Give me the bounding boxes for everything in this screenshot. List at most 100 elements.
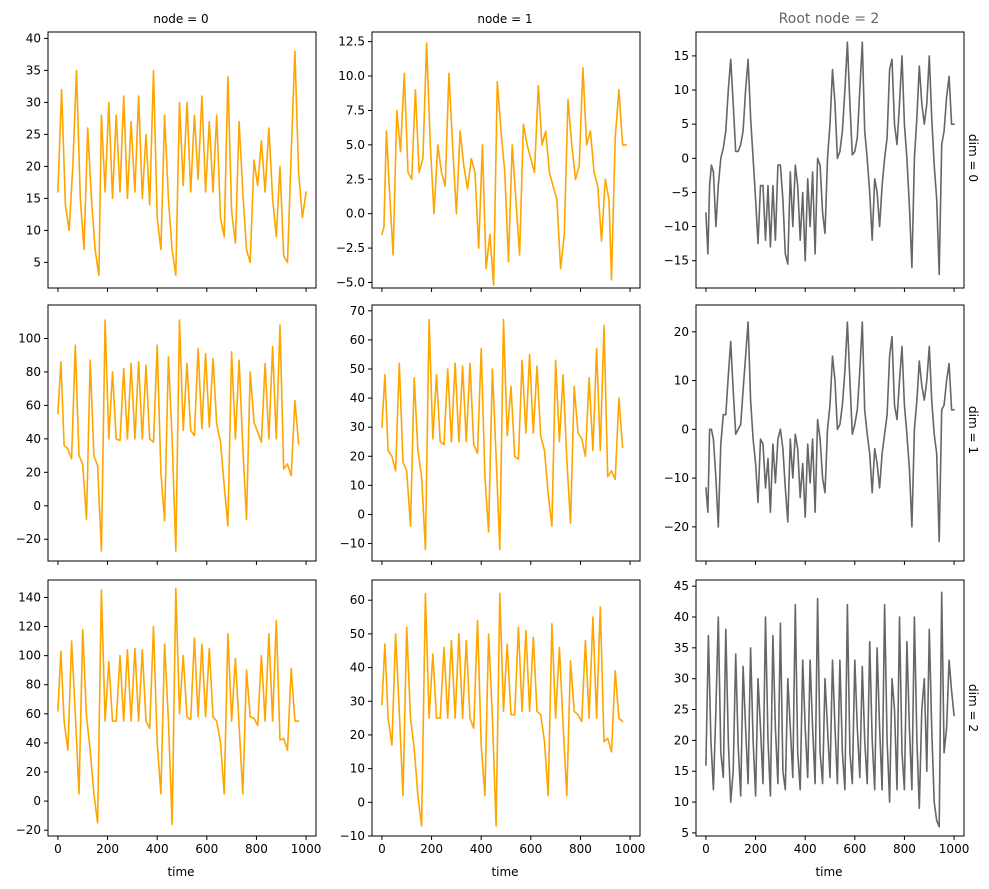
y-tick-label-r2c0-1: 0 xyxy=(33,794,41,808)
y-tick-label-r2c2-1: 10 xyxy=(674,795,689,809)
col-title-1: node = 1 xyxy=(477,12,532,26)
y-tick-label-r1c0-1: 0 xyxy=(33,499,41,513)
y-tick-label-r0c2-5: 10 xyxy=(674,83,689,97)
y-tick-label-r1c0-5: 80 xyxy=(26,365,41,379)
y-tick-label-r0c1-6: 10.0 xyxy=(338,69,365,83)
x-axis-title-2: time xyxy=(815,865,842,879)
panel-frame-r1c0 xyxy=(47,304,317,562)
y-tick-label-r2c2-4: 25 xyxy=(674,703,689,717)
y-tick-label-r2c0-2: 20 xyxy=(26,765,41,779)
series-line-r1c2-0 xyxy=(705,321,955,543)
x-axis-title-0: time xyxy=(167,865,194,879)
y-tick-label-r0c1-7: 12.5 xyxy=(338,35,365,49)
x-tick-label-r2c0-5: 1000 xyxy=(291,842,322,856)
x-tick-label-r2c2-2: 400 xyxy=(794,842,817,856)
y-tick-label-r0c0-0: 5 xyxy=(33,255,41,269)
series-line-r0c0-0 xyxy=(57,50,307,277)
panel-frame-r1c1 xyxy=(371,304,641,562)
y-tick-label-r2c0-5: 80 xyxy=(26,678,41,692)
series-line-r1c0-0 xyxy=(57,319,300,552)
y-tick-label-r0c2-6: 15 xyxy=(674,49,689,63)
y-tick-label-r2c1-4: 30 xyxy=(350,694,365,708)
x-tick-label-r2c2-3: 600 xyxy=(843,842,866,856)
x-tick-label-r2c1-2: 400 xyxy=(470,842,493,856)
y-tick-label-r2c2-3: 20 xyxy=(674,733,689,747)
y-tick-label-r0c2-0: −15 xyxy=(664,254,689,268)
y-tick-label-r2c1-1: 0 xyxy=(357,795,365,809)
col-title-2: Root node = 2 xyxy=(779,11,880,27)
x-tick-label-r2c0-3: 600 xyxy=(195,842,218,856)
panel-frame-r2c2 xyxy=(695,579,965,837)
series-line-r2c2-0 xyxy=(705,591,955,828)
y-tick-label-r2c0-3: 40 xyxy=(26,736,41,750)
y-tick-label-r1c1-6: 50 xyxy=(350,362,365,376)
y-tick-label-r0c2-4: 5 xyxy=(681,117,689,131)
x-tick-label-r2c1-0: 0 xyxy=(378,842,386,856)
y-tick-label-r0c0-3: 20 xyxy=(26,159,41,173)
y-tick-label-r0c0-7: 40 xyxy=(26,31,41,45)
y-tick-label-r2c1-5: 40 xyxy=(350,661,365,675)
y-tick-label-r0c1-4: 5.0 xyxy=(346,138,365,152)
y-tick-label-r2c1-7: 60 xyxy=(350,593,365,607)
series-line-r2c1-0 xyxy=(381,592,624,827)
panels-group: 5 10 15 20 25 30 35 40 −5.0 −2.5 0.0 2.5 5.0 7.5 10.0 1… xyxy=(16,31,970,856)
y-tick-label-r2c2-2: 15 xyxy=(674,764,689,778)
x-tick-label-r2c1-1: 200 xyxy=(420,842,443,856)
x-tick-label-r2c2-4: 800 xyxy=(893,842,916,856)
series-line-r0c1-0 xyxy=(381,42,628,287)
y-tick-label-r0c2-2: −5 xyxy=(671,185,689,199)
y-tick-label-r1c0-3: 40 xyxy=(26,432,41,446)
y-tick-label-r0c1-3: 2.5 xyxy=(346,172,365,186)
y-tick-label-r1c1-8: 70 xyxy=(350,304,365,318)
y-tick-label-r1c1-7: 60 xyxy=(350,333,365,347)
x-axis-title-1: time xyxy=(491,865,518,879)
series-line-r0c2-0 xyxy=(705,41,955,276)
x-tick-label-r2c0-2: 400 xyxy=(146,842,169,856)
y-tick-label-r0c0-6: 35 xyxy=(26,63,41,77)
row-label-2: dim = 2 xyxy=(966,684,980,732)
panel-frame-r1c2 xyxy=(695,304,965,562)
x-tick-label-r2c1-4: 800 xyxy=(569,842,592,856)
y-tick-label-r1c0-6: 100 xyxy=(18,331,41,345)
y-tick-label-r1c1-5: 40 xyxy=(350,391,365,405)
x-tick-label-r2c1-3: 600 xyxy=(519,842,542,856)
y-tick-label-r2c1-6: 50 xyxy=(350,627,365,641)
panel-frame-r0c1 xyxy=(371,31,641,289)
panel-frame-r0c2 xyxy=(695,31,965,289)
y-tick-label-r0c0-2: 15 xyxy=(26,191,41,205)
y-tick-label-r1c1-0: −10 xyxy=(340,537,365,551)
y-tick-label-r1c0-0: −20 xyxy=(16,532,41,546)
y-tick-label-r1c2-1: −10 xyxy=(664,471,689,485)
y-tick-label-r1c1-4: 30 xyxy=(350,420,365,434)
y-tick-label-r2c0-0: −20 xyxy=(16,823,41,837)
y-tick-label-r1c1-3: 20 xyxy=(350,449,365,463)
y-tick-label-r1c1-1: 0 xyxy=(357,507,365,521)
y-tick-label-r1c2-0: −20 xyxy=(664,520,689,534)
y-tick-label-r2c2-5: 30 xyxy=(674,672,689,686)
x-tick-label-r2c0-0: 0 xyxy=(54,842,62,856)
y-tick-label-r1c0-4: 60 xyxy=(26,398,41,412)
y-tick-label-r0c1-5: 7.5 xyxy=(346,103,365,117)
y-tick-label-r2c1-3: 20 xyxy=(350,728,365,742)
y-tick-label-r1c2-3: 10 xyxy=(674,374,689,388)
y-tick-label-r2c1-2: 10 xyxy=(350,762,365,776)
y-tick-label-r2c0-8: 140 xyxy=(18,590,41,604)
panel-frame-r2c1 xyxy=(371,579,641,837)
y-tick-label-r0c0-5: 30 xyxy=(26,95,41,109)
y-tick-label-r1c1-2: 10 xyxy=(350,478,365,492)
panel-frame-r0c0 xyxy=(47,31,317,289)
row-label-0: dim = 0 xyxy=(966,134,980,182)
y-tick-label-r2c2-0: 5 xyxy=(681,826,689,840)
y-tick-label-r1c0-2: 20 xyxy=(26,465,41,479)
x-tick-label-r2c0-4: 800 xyxy=(245,842,268,856)
x-tick-label-r2c2-0: 0 xyxy=(702,842,710,856)
x-tick-label-r2c2-5: 1000 xyxy=(939,842,970,856)
y-tick-label-r1c2-2: 0 xyxy=(681,422,689,436)
series-line-r1c1-0 xyxy=(381,318,624,551)
x-tick-label-r2c0-1: 200 xyxy=(96,842,119,856)
y-tick-label-r2c2-7: 40 xyxy=(674,610,689,624)
panel-frame-r2c0 xyxy=(47,579,317,837)
y-tick-label-r2c0-6: 100 xyxy=(18,649,41,663)
